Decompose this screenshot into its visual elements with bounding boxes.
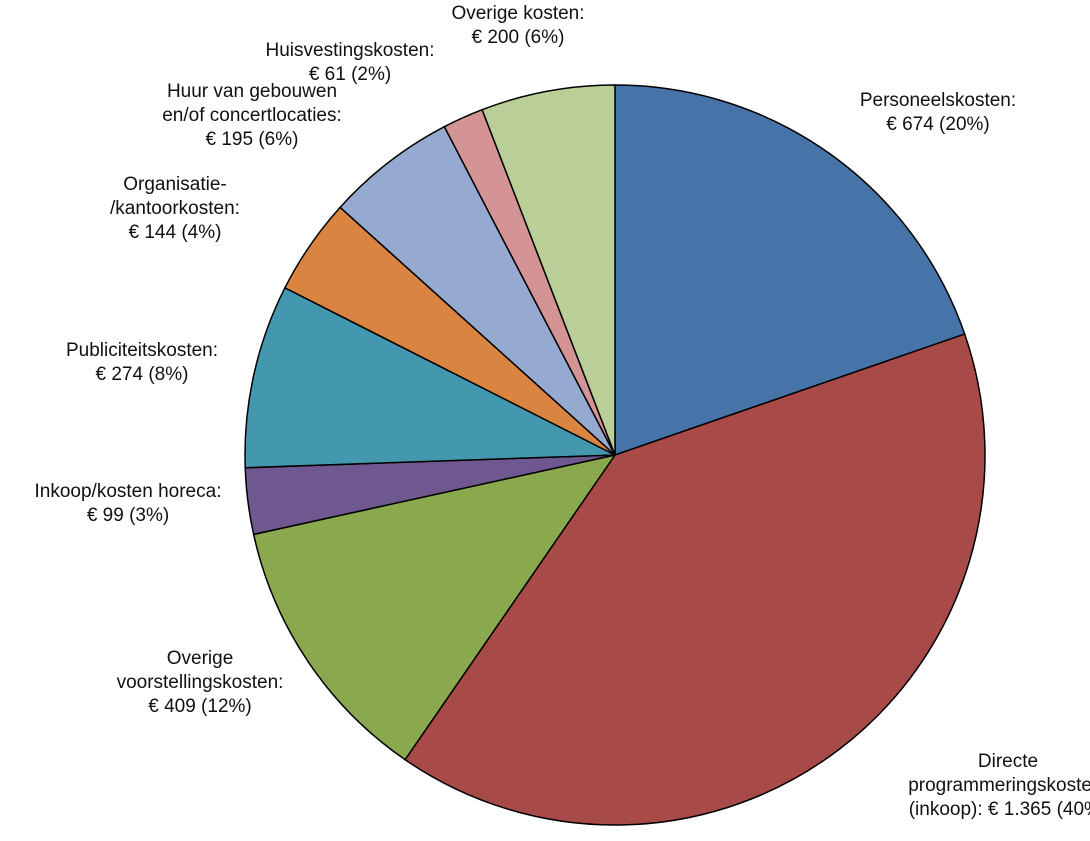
slice-label-3: Overige voorstellingskosten: € 409 (12%) <box>117 648 284 717</box>
slice-label-line: voorstellingskosten: <box>117 672 284 693</box>
pie-slice-7 <box>339 125 616 456</box>
slice-label-line: /kantoorkosten: <box>110 198 240 219</box>
slice-label-line: € 274 (8%) <box>96 364 189 385</box>
pie-slice-1 <box>614 84 966 457</box>
slice-label-line: Publiciteitskosten: <box>66 340 218 361</box>
slice-label-line: € 200 (6%) <box>472 27 565 48</box>
slice-label-2: Directe programmeringskosten: (inkoop): € … <box>908 751 1090 820</box>
slice-label-line: Directe <box>978 751 1038 772</box>
pie-slice-2 <box>404 333 986 826</box>
slice-label-line: € 674 (20%) <box>886 114 990 135</box>
slice-label-4: Inkoop/kosten horeca: € 99 (3%) <box>35 481 222 526</box>
pie-slices <box>244 84 986 826</box>
slice-label-line: Inkoop/kosten horeca: <box>35 481 222 502</box>
slice-label-line: € 99 (3%) <box>87 505 169 526</box>
slice-label-line: Organisatie- <box>123 174 227 195</box>
slice-label-1: Personeelskosten: € 674 (20%) <box>860 90 1016 135</box>
slice-label-line: € 409 (12%) <box>148 696 252 717</box>
slice-label-line: Overige kosten: <box>451 3 584 24</box>
slice-label-8: Huisvestingskosten: € 61 (2%) <box>266 40 435 85</box>
slice-label-line: (inkoop): € 1.365 (40%) <box>909 799 1090 820</box>
slice-label-line: Personeelskosten: <box>860 90 1016 111</box>
slice-label-line: € 61 (2%) <box>309 64 391 85</box>
pie-slice-3 <box>252 453 617 761</box>
pie-slice-9 <box>481 84 616 456</box>
slice-label-9: Overige kosten: € 200 (6%) <box>451 3 584 48</box>
slice-label-5: Publiciteitskosten: € 274 (8%) <box>66 340 218 385</box>
slice-label-line: Huisvestingskosten: <box>266 40 435 61</box>
slice-label-7: Huur van gebouwen en/of concertlocaties: €… <box>162 81 342 150</box>
slice-label-line: Overige <box>167 648 234 669</box>
pie-labels: Personeelskosten: € 674 (20%) Directe progr… <box>35 3 1090 820</box>
pie-slice-5 <box>244 286 616 469</box>
slice-label-line: € 195 (6%) <box>206 129 299 150</box>
slice-label-line: € 144 (4%) <box>129 222 222 243</box>
slice-label-line: en/of concertlocaties: <box>162 105 342 126</box>
slice-label-6: Organisatie- /kantoorkosten: € 144 (4%) <box>110 174 240 243</box>
slice-label-line: Huur van gebouwen <box>167 81 337 102</box>
slice-label-line: programmeringskosten: <box>908 775 1090 796</box>
